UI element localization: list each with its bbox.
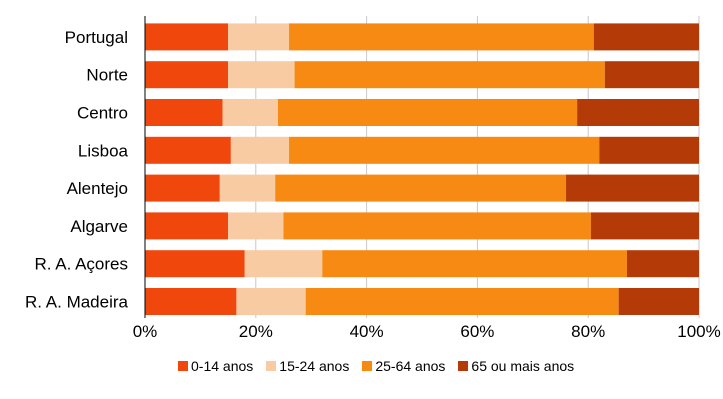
x-tick-labels: 0% 20% 40% 60% 80% 100% [133, 322, 721, 340]
category-label: Algarve [70, 217, 128, 236]
legend-item: 65 ou mais anos [458, 358, 574, 374]
legend-swatch [266, 361, 277, 371]
category-label: Portugal [65, 28, 128, 47]
bar-segment [145, 174, 220, 202]
bar-segment [219, 174, 276, 202]
category-label: Alentejo [67, 179, 128, 198]
bar-segment [145, 136, 231, 164]
legend-item: 15-24 anos [266, 358, 349, 374]
category-label: Lisboa [78, 141, 129, 160]
bar-segment [618, 288, 699, 315]
legend-label: 15-24 anos [279, 358, 350, 374]
bar-segment [577, 99, 699, 126]
legend-label: 0-14 anos [191, 358, 254, 374]
x-tick-label: 100% [677, 322, 720, 340]
legend-swatch [458, 361, 469, 371]
bar-segment [283, 212, 591, 240]
category-label: Norte [86, 66, 128, 85]
bar-segment [322, 250, 627, 278]
legend-swatch [178, 361, 188, 371]
bar-segment [228, 61, 295, 89]
legend-label: 25-64 anos [375, 358, 446, 374]
bar-segment [236, 288, 306, 315]
bar-segment [145, 61, 229, 89]
x-tick-label: 0% [133, 322, 158, 340]
bar-segment [277, 99, 578, 126]
category-labels: Portugal Norte Centro Lisboa Alentejo Algarve… [25, 28, 129, 312]
bar-segment [145, 99, 223, 126]
x-tick-label: 60% [460, 322, 494, 340]
bar-segment [222, 99, 278, 126]
bar-segment [145, 250, 245, 278]
bar-segment [145, 212, 229, 240]
bar-segment [228, 212, 284, 240]
legend: 0-14 anos 15-24 anos 25-64 anos 65 ou ma… [178, 356, 587, 376]
bar-segment [145, 288, 237, 315]
bar-segment [230, 136, 290, 164]
bar-segment [590, 212, 699, 240]
bar-segment [305, 288, 619, 315]
bar-segment [604, 61, 699, 89]
bar-segment [244, 250, 323, 278]
category-label: R. A. Açores [34, 255, 128, 274]
legend-item: 25-64 anos [362, 358, 445, 374]
bar-segment [599, 136, 699, 164]
bar-segment [275, 174, 567, 202]
x-tick-label: 80% [571, 322, 605, 340]
stacked-bar-chart: Portugal Norte Centro Lisboa Alentejo Algarve… [25, 16, 721, 340]
bar-segment [294, 61, 605, 89]
x-tick-label: 20% [239, 322, 273, 340]
bar-segment [566, 174, 699, 202]
x-tick-label: 40% [350, 322, 384, 340]
category-label: Centro [77, 104, 128, 123]
bar-segment [145, 23, 229, 51]
bar-segment [593, 23, 699, 51]
bar-segment [626, 250, 699, 278]
legend-item: 0-14 anos [178, 358, 253, 374]
bar-segment [289, 23, 594, 51]
legend-swatch [362, 361, 373, 371]
bar-segment [289, 136, 600, 164]
legend-label: 65 ou mais anos [471, 358, 575, 374]
category-label: R. A. Madeira [25, 293, 129, 312]
bars [145, 23, 699, 315]
bar-segment [228, 23, 290, 51]
